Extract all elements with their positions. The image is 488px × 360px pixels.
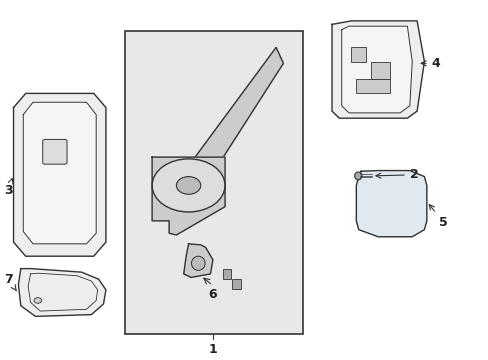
Circle shape bbox=[176, 177, 201, 194]
Text: 3: 3 bbox=[4, 179, 13, 197]
Bar bbox=[232, 279, 241, 289]
Polygon shape bbox=[183, 244, 212, 278]
Polygon shape bbox=[19, 269, 106, 316]
Bar bbox=[370, 62, 389, 79]
Text: 6: 6 bbox=[208, 288, 217, 301]
Circle shape bbox=[34, 298, 41, 303]
Bar bbox=[356, 79, 389, 93]
Circle shape bbox=[152, 159, 224, 212]
Text: 1: 1 bbox=[208, 343, 217, 356]
FancyBboxPatch shape bbox=[125, 31, 302, 334]
Polygon shape bbox=[171, 48, 283, 222]
Text: 5: 5 bbox=[428, 204, 447, 229]
FancyBboxPatch shape bbox=[42, 139, 67, 164]
Polygon shape bbox=[23, 102, 96, 244]
Polygon shape bbox=[341, 26, 411, 113]
Text: 4: 4 bbox=[420, 57, 440, 70]
Bar bbox=[351, 48, 366, 62]
Polygon shape bbox=[14, 93, 106, 256]
Text: 7: 7 bbox=[4, 273, 17, 291]
Polygon shape bbox=[152, 157, 224, 235]
Ellipse shape bbox=[191, 256, 204, 270]
Ellipse shape bbox=[354, 172, 361, 180]
Polygon shape bbox=[331, 21, 424, 118]
Text: 2: 2 bbox=[375, 168, 418, 181]
Bar bbox=[222, 269, 231, 279]
Polygon shape bbox=[356, 171, 426, 237]
